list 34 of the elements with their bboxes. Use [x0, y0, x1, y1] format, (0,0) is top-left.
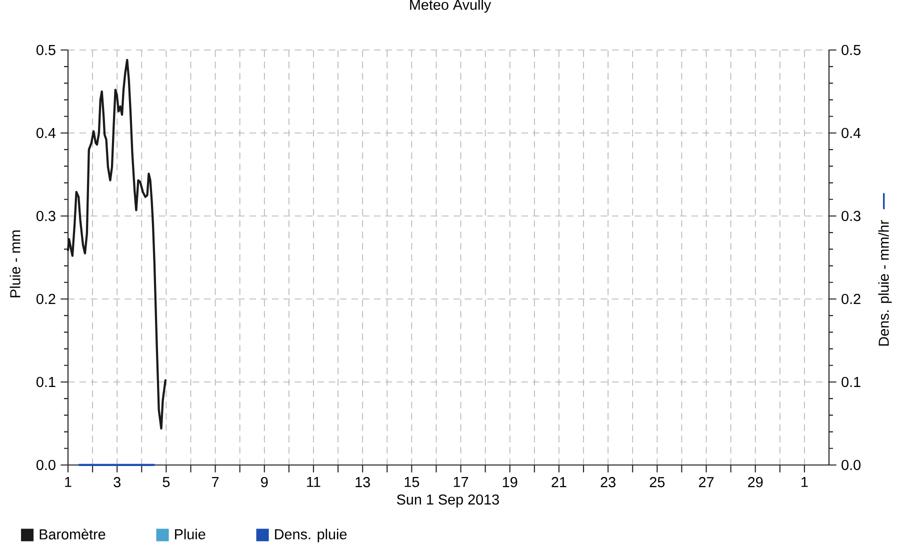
- x-tick-label: 1: [802, 477, 808, 487]
- x-tick-label: 19: [502, 477, 518, 488]
- y-tick-label: 0.1: [36, 376, 56, 388]
- legend-label: Pluie: [175, 528, 206, 540]
- x-tick-label: 23: [600, 477, 616, 488]
- y2-tick-label: 0.1: [842, 376, 860, 388]
- x-tick-label: 11: [307, 477, 320, 487]
- x-tick-label: 27: [698, 477, 714, 488]
- x-axis-title: Sun 1 Sep 2013: [396, 494, 499, 508]
- x-tick-label: 29: [748, 477, 763, 488]
- y2-tick-label: 0.4: [842, 128, 861, 138]
- x-tick-label: 7: [212, 477, 219, 487]
- legend-label: Baromètre: [40, 528, 106, 540]
- y2-tick-label: 0.5: [842, 44, 860, 56]
- y-tick-label: 0.2: [36, 294, 56, 304]
- x-tick-label: 5: [162, 477, 170, 488]
- y2-axis-title: Dens. pluie - mm/hr: [878, 220, 892, 346]
- y2-tick-label: 0.2: [842, 294, 860, 304]
- x-tick-label: 1: [65, 477, 72, 487]
- y-tick-label: 0.4: [36, 128, 56, 138]
- x-tick-label: 21: [552, 477, 566, 488]
- y-tick-label: 0.3: [36, 210, 56, 222]
- x-tick-label: 17: [454, 477, 468, 487]
- y2-tick-label: 0.0: [842, 460, 860, 470]
- x-tick-label: 25: [650, 477, 665, 488]
- x-tick-label: 3: [114, 477, 120, 488]
- x-tick-label: 15: [404, 477, 420, 488]
- legend-label: Dens. pluie: [275, 528, 347, 542]
- y2-tick-label: 0.3: [842, 210, 860, 222]
- y-axis-title: Pluie - mm: [10, 230, 20, 298]
- y-tick-label: 0.0: [36, 460, 56, 470]
- x-tick-label: 9: [261, 477, 268, 488]
- y-tick-label: 0.5: [36, 44, 56, 56]
- x-tick-label: 13: [356, 477, 370, 488]
